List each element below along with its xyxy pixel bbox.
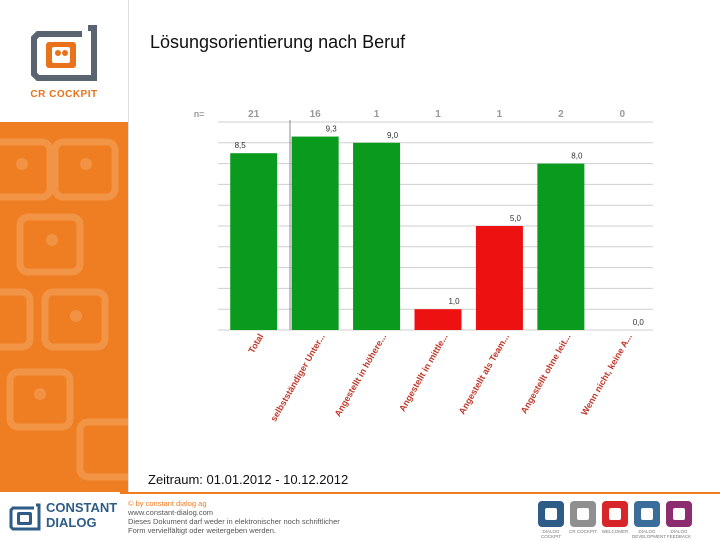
n-label: n= xyxy=(194,109,204,119)
sidebar-pattern xyxy=(0,122,128,492)
company-name-line1: CONSTANT xyxy=(46,500,118,515)
chart-gridlines xyxy=(218,120,653,331)
sidebar: CR COCKPIT xyxy=(0,0,128,492)
bar xyxy=(353,142,401,330)
cr-cockpit-logo xyxy=(31,25,97,81)
badge-icon xyxy=(609,508,621,520)
value-label: 0,0 xyxy=(633,318,645,327)
category-label: Angestellt als Team... xyxy=(457,332,511,416)
category-label: Angestellt ohne leit... xyxy=(519,332,573,415)
bar xyxy=(291,136,339,330)
constant-dialog-logo xyxy=(9,503,41,531)
footer-rule xyxy=(120,492,720,494)
n-value: 2 xyxy=(558,109,564,120)
legal-notice: © by constant dialog ag www.constant-dia… xyxy=(128,499,340,535)
product-badge-label: DIALOG DEVELOPMENT xyxy=(632,529,667,539)
legal-copyright: © by constant dialog ag xyxy=(128,499,207,508)
product-badges xyxy=(538,501,692,527)
bar xyxy=(414,309,462,330)
chart-bars xyxy=(230,136,585,330)
legal-website: www.constant-dialog.com xyxy=(128,508,214,517)
product-badge-label: DIALOG FEEDBACK xyxy=(666,529,692,539)
badge-icon xyxy=(545,508,557,520)
value-label: 8,0 xyxy=(571,152,583,161)
legal-text-2: Form vervielfältigt oder weitergeben wer… xyxy=(128,526,276,535)
app-name: CR COCKPIT xyxy=(30,89,98,100)
category-label: Wenn nicht, keine A... xyxy=(579,332,634,417)
n-value: 1 xyxy=(497,109,503,120)
product-badge xyxy=(602,501,628,527)
legal-text-1: Dieses Dokument darf weder in elektronis… xyxy=(128,517,340,526)
bar xyxy=(475,226,523,330)
n-value: 16 xyxy=(310,109,322,120)
product-badge xyxy=(666,501,692,527)
category-label: Angestellt in mittle... xyxy=(397,332,450,413)
value-label: 9,3 xyxy=(326,125,338,134)
badge-icon xyxy=(673,508,685,520)
value-label: 5,0 xyxy=(510,214,522,223)
n-value: 1 xyxy=(435,109,441,120)
product-badge xyxy=(634,501,660,527)
product-badge xyxy=(538,501,564,527)
product-badge-label: DIALOG COCKPIT xyxy=(540,529,561,539)
product-badge-label: WELCOMER xyxy=(601,529,629,534)
company-name: CONSTANT DIALOG xyxy=(46,500,117,530)
n-value: 1 xyxy=(374,109,380,120)
value-label: 9,0 xyxy=(387,131,399,140)
sidebar-divider xyxy=(128,0,129,492)
bar xyxy=(230,153,278,330)
page-title: Lösungsorientierung nach Beruf xyxy=(150,32,406,52)
pattern-decoration xyxy=(0,138,128,481)
n-value: 21 xyxy=(248,109,260,120)
product-badge xyxy=(570,501,596,527)
period-label: Zeitraum: 01.01.2012 - 10.12.2012 xyxy=(148,472,349,487)
company-name-line2: DIALOG xyxy=(46,515,97,530)
category-label: selbstständiger Unter... xyxy=(268,332,326,423)
category-label: Angestellt in höhere... xyxy=(333,332,389,418)
value-label: 8,5 xyxy=(235,141,247,150)
badge-icon xyxy=(641,508,653,520)
category-label: Total xyxy=(246,332,265,355)
product-badge-label: CR COCKPIT xyxy=(569,529,597,534)
n-value: 0 xyxy=(620,109,626,120)
value-label: 1,0 xyxy=(448,297,460,306)
bar xyxy=(537,163,585,330)
badge-icon xyxy=(577,508,589,520)
footer xyxy=(0,492,720,540)
